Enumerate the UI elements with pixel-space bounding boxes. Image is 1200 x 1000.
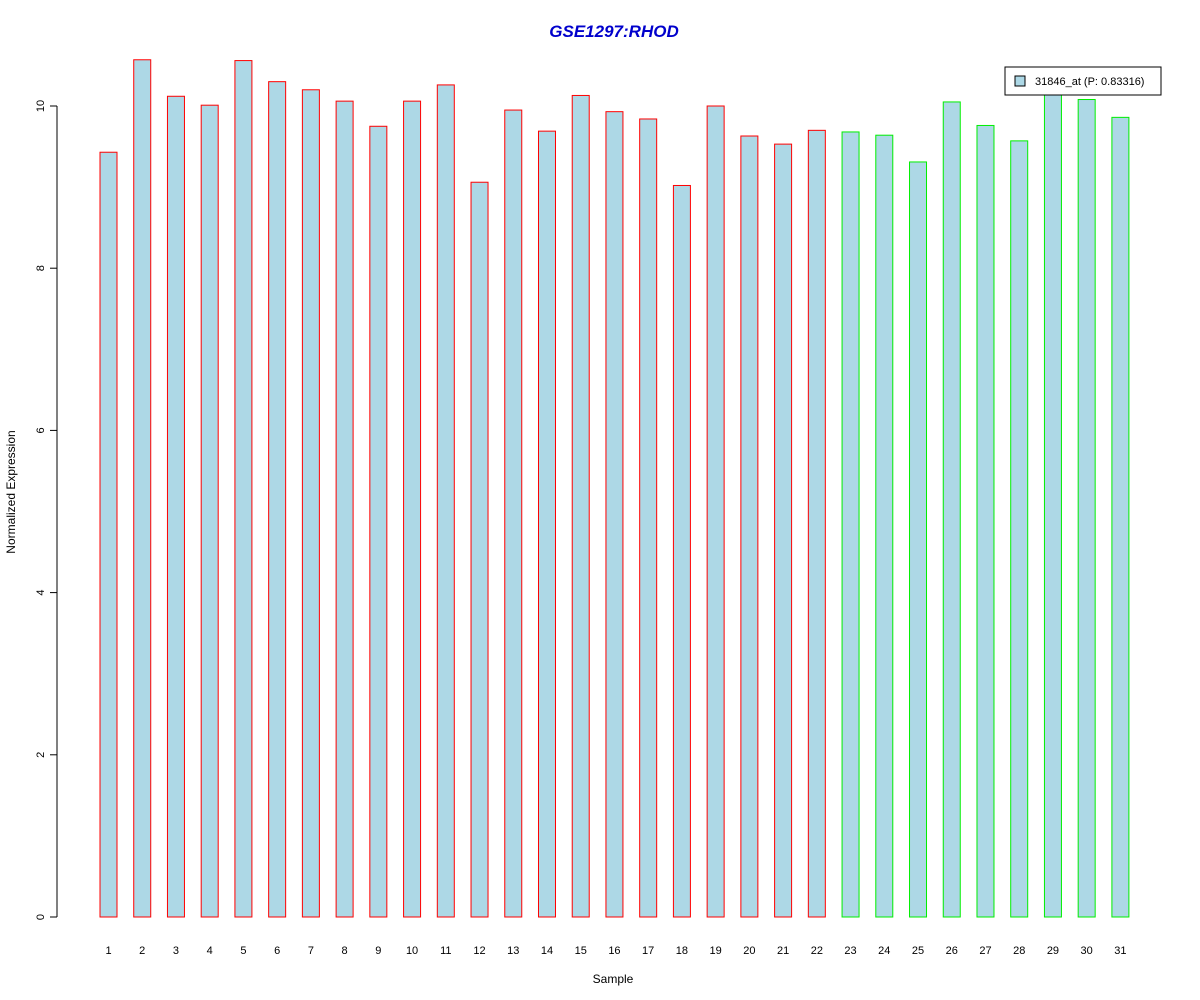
bar-sample-20: [740, 135, 759, 918]
bar-sample-21: [774, 143, 793, 918]
y-tick-label: 4: [35, 590, 47, 596]
bar-sample-2: [133, 59, 152, 918]
x-tick-label: 17: [642, 945, 654, 957]
x-tick-label: 26: [946, 945, 958, 957]
x-tick-label: 18: [676, 945, 688, 957]
x-tick-label: 15: [575, 945, 587, 957]
bar-sample-6: [268, 81, 287, 918]
legend: 31846_at (P: 0.83316): [1004, 66, 1162, 96]
y-axis-label: Normalized Expression: [4, 430, 18, 553]
y-tick-label: 8: [35, 265, 47, 271]
bar-sample-5: [234, 60, 253, 918]
bar-sample-3: [166, 95, 185, 918]
chart-title: GSE1297:RHOD: [549, 22, 678, 41]
x-tick-label: 21: [777, 945, 789, 957]
bar-sample-16: [605, 111, 624, 918]
x-tick-label: 7: [308, 945, 314, 957]
bar-sample-19: [706, 105, 725, 918]
legend-label: 31846_at (P: 0.83316): [1035, 76, 1144, 88]
x-tick-label: 16: [608, 945, 620, 957]
bar-sample-29: [1043, 89, 1062, 918]
x-tick-label: 12: [473, 945, 485, 957]
x-tick-label: 27: [979, 945, 991, 957]
x-tick-label: 14: [541, 945, 553, 957]
bar-sample-1: [99, 151, 118, 918]
x-tick-label: 8: [342, 945, 348, 957]
bar-sample-24: [875, 134, 894, 918]
y-tick-label: 0: [35, 914, 47, 920]
x-tick-label: 11: [440, 945, 451, 957]
x-tick-label: 30: [1081, 945, 1093, 957]
x-tick-labels: 1 2 3 4 5 6 7 8 9 10 11 12 13 14 15 16 17 18 19 20 21 22 23 24 2…: [105, 945, 1126, 957]
bar-sample-8: [335, 100, 354, 918]
bars: [99, 59, 1130, 918]
bar-sample-12: [470, 181, 489, 918]
bar-sample-26: [942, 101, 961, 918]
x-tick-label: 2: [139, 945, 145, 957]
bar-sample-18: [672, 184, 691, 918]
x-tick-label: 24: [878, 945, 890, 957]
legend-swatch: [1014, 75, 1026, 87]
x-tick-label: 6: [274, 945, 280, 957]
bar-sample-22: [807, 129, 826, 918]
bar-sample-11: [436, 84, 455, 918]
x-tick-label: 13: [507, 945, 519, 957]
bar-sample-15: [571, 94, 590, 918]
bar-sample-9: [369, 125, 388, 918]
bar-sample-10: [403, 100, 422, 918]
x-tick-label: 20: [743, 945, 755, 957]
bar-sample-28: [1010, 140, 1029, 918]
x-tick-label: 4: [207, 945, 213, 957]
x-tick-label: 31: [1114, 945, 1126, 957]
x-tick-label: 28: [1013, 945, 1025, 957]
x-tick-label: 3: [173, 945, 179, 957]
bar-sample-4: [200, 104, 219, 918]
x-tick-label: 10: [406, 945, 418, 957]
y-tick-label: 2: [35, 752, 47, 758]
x-tick-label: 1: [105, 945, 111, 957]
bar-sample-7: [301, 89, 320, 918]
bar-sample-17: [639, 118, 658, 918]
y-tick-label: 6: [35, 427, 47, 433]
x-axis-label: Sample: [593, 972, 634, 986]
bar-sample-23: [841, 131, 860, 918]
x-tick-label: 19: [710, 945, 722, 957]
x-tick-label: 9: [375, 945, 381, 957]
x-tick-label: 22: [811, 945, 823, 957]
bar-sample-27: [976, 124, 995, 918]
x-tick-label: 5: [240, 945, 246, 957]
y-tick-label: 10: [35, 100, 47, 112]
x-tick-label: 23: [844, 945, 856, 957]
bar-sample-14: [537, 130, 556, 918]
bar-sample-30: [1077, 99, 1096, 918]
x-tick-label: 29: [1047, 945, 1059, 957]
bar-sample-13: [504, 109, 523, 918]
bar-sample-25: [909, 161, 928, 918]
legend-box: [1004, 66, 1162, 96]
y-axis: 0 2 4 6 8 10: [35, 100, 58, 920]
x-tick-label: 25: [912, 945, 924, 957]
bar-sample-31: [1111, 116, 1130, 918]
